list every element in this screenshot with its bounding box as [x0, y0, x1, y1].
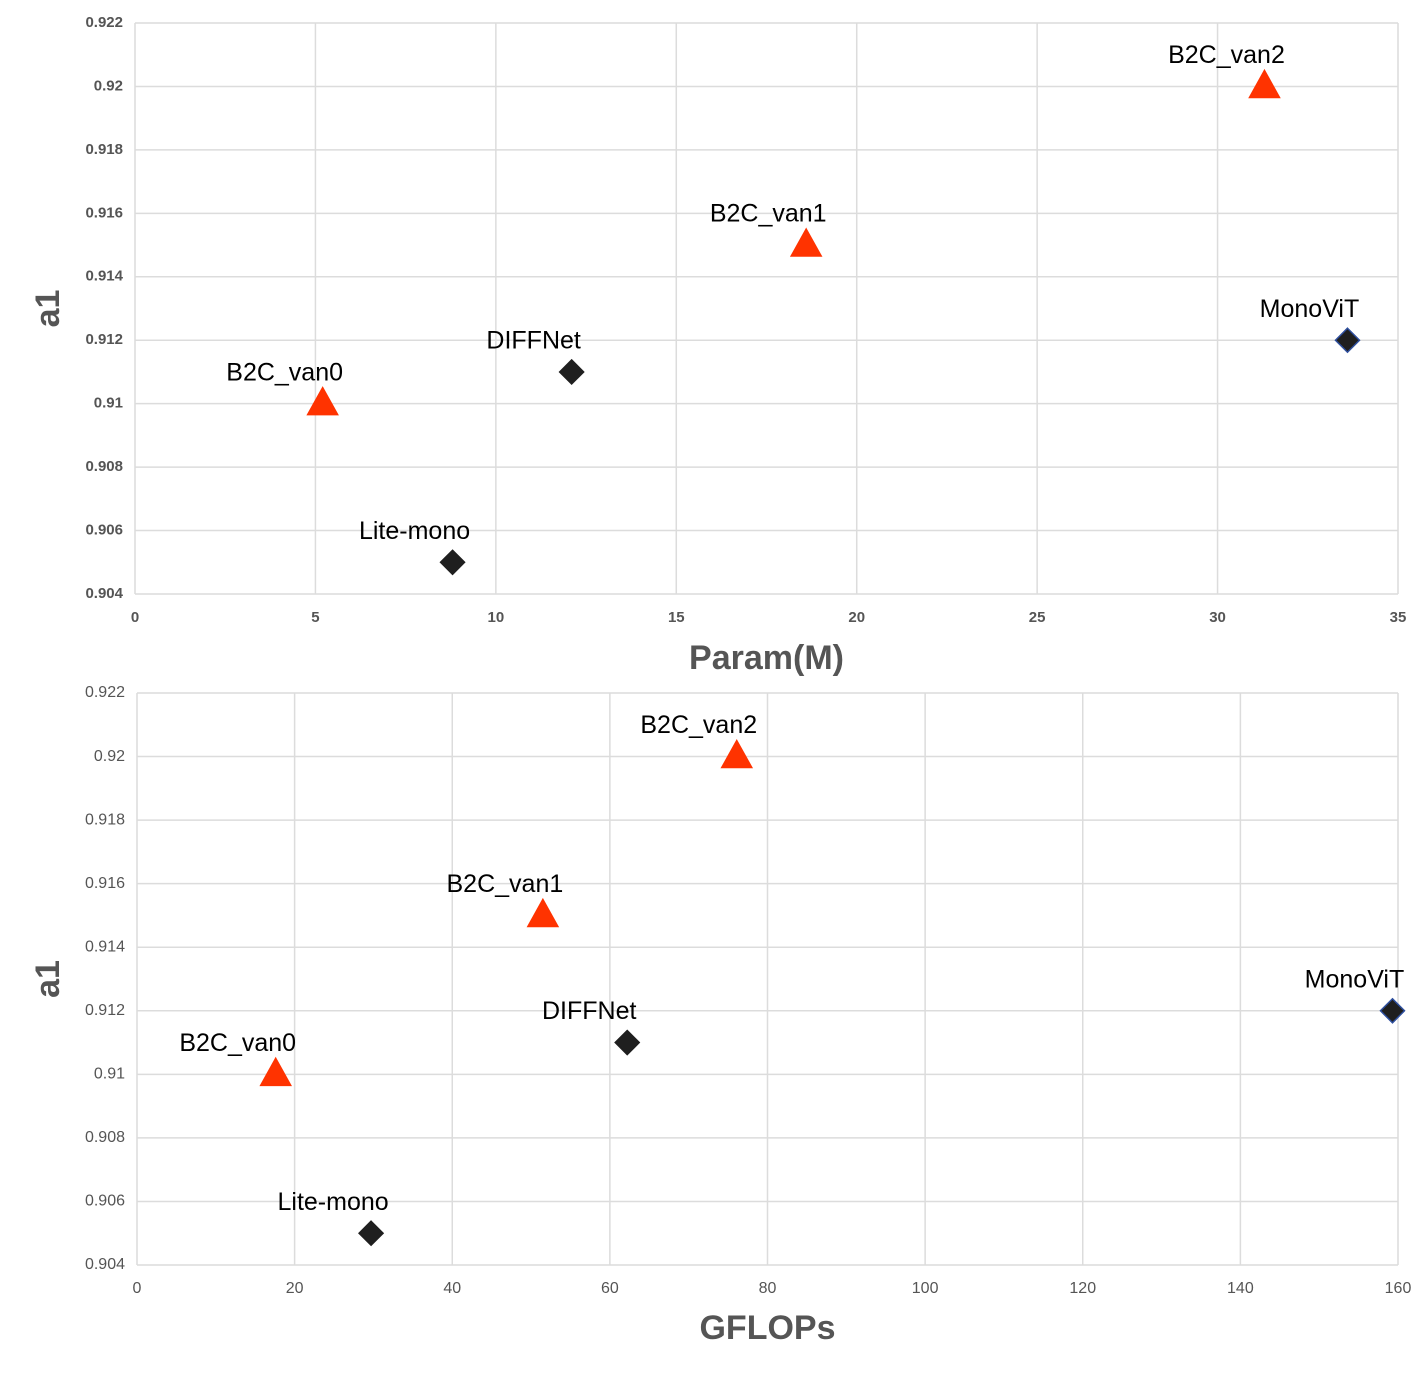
- point-label: B2C_van2: [640, 711, 757, 739]
- y-tick-label: 0.922: [85, 684, 125, 701]
- point-label: B2C_van1: [710, 200, 827, 228]
- data-point: [720, 739, 754, 769]
- y-tick-label: 0.92: [94, 77, 123, 94]
- y-axis-title: a1: [29, 960, 67, 998]
- data-point: [358, 1220, 385, 1247]
- x-tick-label: 0: [133, 1280, 142, 1297]
- x-tick-label: 60: [601, 1280, 619, 1297]
- y-axis-title: a1: [29, 290, 67, 328]
- point-label: B2C_van0: [179, 1029, 296, 1057]
- point-label: B2C_van1: [447, 870, 564, 898]
- x-axis-title: GFLOPs: [699, 1309, 835, 1347]
- x-tick-label: 40: [443, 1280, 461, 1297]
- point-label: MonoViT: [1260, 295, 1360, 323]
- point-label: DIFFNet: [542, 997, 637, 1025]
- data-point: [789, 227, 823, 257]
- x-tick-label: 30: [1209, 609, 1226, 626]
- data-point: [306, 386, 339, 416]
- y-tick-label: 0.912: [85, 331, 123, 348]
- data-point: [1248, 68, 1281, 99]
- y-tick-label: 0.916: [85, 875, 125, 892]
- x-tick-label: 100: [912, 1280, 939, 1297]
- y-tick-label: 0.91: [94, 395, 123, 412]
- data-point: [614, 1029, 641, 1056]
- y-tick-label: 0.908: [85, 1129, 125, 1146]
- data-point: [526, 897, 560, 928]
- chart: 0.904 0.906 0.908 0.91 0.912 0.914 0.916 0.918 0…: [29, 14, 1406, 677]
- y-tick-label: 0.92: [94, 748, 125, 765]
- x-tick-label: 120: [1069, 1280, 1096, 1297]
- x-tick-label: 10: [488, 609, 505, 626]
- y-tick-label: 0.912: [85, 1002, 125, 1019]
- x-tick-label: 15: [668, 609, 685, 626]
- chart: 0.904 0.906 0.908 0.91 0.912 0.914 0.916 0.918 0…: [29, 684, 1411, 1347]
- x-tick-label: 35: [1390, 609, 1407, 626]
- y-tick-label: 0.918: [85, 141, 123, 158]
- x-tick-label: 20: [286, 1280, 304, 1297]
- data-point: [558, 358, 585, 386]
- y-tick-label: 0.904: [85, 585, 123, 602]
- y-tick-label: 0.918: [85, 811, 125, 828]
- y-tick-label: 0.916: [85, 204, 123, 221]
- x-tick-label: 20: [848, 609, 865, 626]
- point-label: Lite-mono: [277, 1188, 388, 1216]
- point-label: Lite-mono: [359, 517, 470, 545]
- point-label: B2C_van2: [1168, 41, 1285, 69]
- x-tick-label: 160: [1385, 1280, 1412, 1297]
- y-tick-label: 0.914: [85, 938, 125, 955]
- y-tick-label: 0.914: [85, 268, 123, 285]
- x-axis-title: Param(M): [689, 639, 844, 677]
- x-tick-label: 25: [1029, 609, 1046, 626]
- y-tick-label: 0.906: [85, 1193, 125, 1210]
- y-tick-label: 0.906: [85, 522, 123, 539]
- y-tick-label: 0.91: [94, 1066, 125, 1083]
- x-tick-label: 140: [1227, 1280, 1254, 1297]
- data-point: [1379, 997, 1406, 1024]
- x-tick-label: 80: [759, 1280, 777, 1297]
- point-label: B2C_van0: [226, 358, 343, 386]
- data-point: [1334, 327, 1361, 354]
- data-point: [439, 549, 466, 576]
- y-tick-label: 0.922: [85, 14, 123, 31]
- y-tick-label: 0.908: [85, 458, 123, 475]
- x-tick-label: 0: [131, 609, 139, 626]
- x-tick-label: 5: [311, 609, 319, 626]
- data-point: [259, 1056, 292, 1087]
- point-label: DIFFNet: [486, 327, 581, 355]
- point-label: MonoViT: [1305, 965, 1405, 993]
- y-tick-label: 0.904: [85, 1256, 125, 1273]
